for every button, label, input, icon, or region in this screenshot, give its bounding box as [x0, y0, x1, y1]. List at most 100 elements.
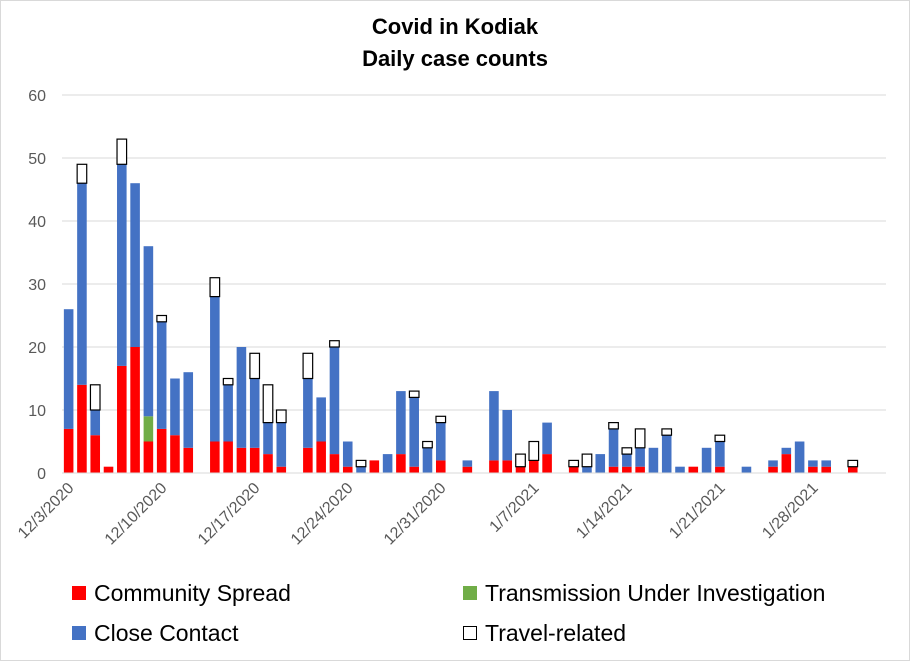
x-tick-label: 12/3/2020 — [15, 480, 77, 542]
bar-community-spread — [183, 447, 194, 473]
x-tick-label: 12/24/2020 — [288, 480, 357, 549]
bar-close-contact — [675, 466, 685, 473]
bar-travel-related — [661, 428, 673, 436]
bar-close-contact — [316, 397, 326, 442]
bar-community-spread — [143, 441, 154, 473]
bar-close-contact — [635, 447, 645, 467]
bar-close-contact — [409, 397, 419, 467]
bar-travel-related — [156, 314, 168, 323]
bar-close-contact — [502, 410, 513, 461]
bar-close-contact — [821, 460, 831, 467]
legend-item-close-contact: Close Contact — [72, 618, 238, 648]
bar-close-contact — [462, 460, 473, 467]
bar-close-contact — [768, 460, 778, 467]
bar-community-spread — [821, 466, 831, 473]
x-tick-label: 1/21/2021 — [666, 480, 728, 542]
bar-close-contact — [170, 378, 180, 436]
bar-travel-related — [209, 277, 221, 298]
bar-close-contact — [77, 183, 87, 385]
gridlines — [62, 94, 886, 411]
bar-travel-related — [262, 384, 274, 424]
bar-community-spread — [103, 466, 114, 473]
bar-community-spread — [622, 466, 632, 473]
bar-community-spread — [542, 454, 552, 473]
bar-close-contact — [210, 296, 220, 442]
bar-community-spread — [847, 466, 858, 473]
bar-community-spread — [435, 460, 446, 473]
bar-close-contact — [183, 372, 194, 448]
bar-community-spread — [130, 347, 140, 473]
bar-community-spread — [276, 466, 287, 473]
bar-community-spread — [223, 441, 233, 473]
bar-travel-related — [408, 390, 420, 399]
y-tick-label: 30 — [28, 277, 46, 294]
bar-community-spread — [715, 466, 725, 473]
x-axis-ticks: 12/3/2020 12/10/2020 12/17/2020 12/24/2020 1… — [15, 480, 822, 549]
bar-community-spread — [688, 466, 699, 473]
bar-close-contact — [249, 378, 260, 448]
y-tick-label: 40 — [28, 214, 46, 231]
legend-item-travel-related: Travel-related — [463, 618, 626, 648]
bars — [63, 138, 859, 473]
chart-subtitle: Daily case counts — [362, 46, 548, 71]
bar-close-contact — [489, 391, 499, 461]
bar-close-contact — [741, 466, 752, 473]
bar-community-spread — [210, 441, 220, 473]
bar-close-contact — [622, 454, 632, 467]
bar-travel-related — [116, 138, 128, 165]
bar-community-spread — [409, 466, 419, 473]
bar-community-spread — [808, 466, 818, 473]
bar-travel-related — [76, 163, 88, 184]
bar-travel-related — [435, 415, 447, 424]
bar-community-spread — [635, 466, 645, 473]
bar-community-spread — [369, 460, 380, 473]
bar-community-spread — [515, 466, 526, 473]
bar-close-contact — [143, 246, 154, 417]
bar-close-contact — [781, 447, 792, 455]
bar-close-contact — [303, 378, 313, 448]
bar-community-spread — [768, 466, 778, 473]
bar-community-spread — [303, 447, 313, 473]
legend-label-travel-related: Travel-related — [485, 619, 627, 646]
bar-close-contact — [356, 466, 366, 473]
y-tick-label: 50 — [28, 151, 46, 168]
bar-community-spread — [342, 466, 353, 473]
x-tick-label: 12/31/2020 — [381, 480, 450, 549]
bar-community-spread — [77, 384, 87, 473]
bar-close-contact — [701, 447, 712, 473]
legend-swatch-community-spread — [72, 586, 86, 600]
bar-close-contact — [715, 441, 725, 467]
bar-close-contact — [808, 460, 818, 467]
y-tick-label: 10 — [28, 403, 46, 420]
bar-community-spread — [489, 460, 499, 473]
bar-community-spread — [249, 447, 260, 473]
bar-travel-related — [847, 459, 859, 468]
legend-swatch-travel-related — [463, 626, 477, 640]
bar-community-spread — [608, 466, 619, 473]
legend-item-transmission-under-investigation: Transmission Under Investigation — [463, 578, 825, 608]
legend-label-community-spread: Community Spread — [94, 579, 291, 606]
bar-travel-related — [249, 352, 261, 380]
bar-travel-related — [714, 434, 726, 443]
bar-travel-related — [568, 459, 580, 468]
bar-travel-related — [608, 422, 619, 430]
bar-close-contact — [223, 384, 233, 442]
bar-close-contact — [608, 428, 619, 467]
bar-travel-related — [634, 428, 646, 449]
bar-community-spread — [529, 460, 539, 473]
bar-close-contact — [130, 183, 140, 347]
bar-close-contact — [396, 391, 406, 455]
legend-label-close-contact: Close Contact — [94, 619, 239, 646]
x-tick-label: 12/17/2020 — [195, 480, 264, 549]
chart-title: Covid in Kodiak — [371, 14, 539, 39]
x-tick-label: 1/7/2021 — [487, 480, 543, 536]
bar-travel-related — [528, 440, 540, 461]
bar-travel-related — [581, 453, 593, 468]
bar-community-spread — [236, 447, 247, 473]
bar-community-spread — [170, 435, 180, 473]
bar-community-spread — [63, 428, 74, 473]
bar-community-spread — [263, 454, 273, 473]
bar-travel-related — [222, 377, 234, 386]
bar-close-contact — [661, 435, 672, 473]
